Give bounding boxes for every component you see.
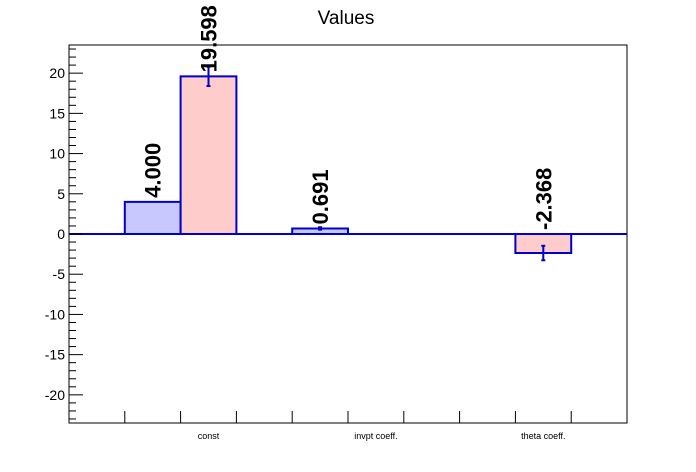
category-label: invpt coeff. [354, 431, 397, 441]
value-labels: 4.000 19.598 0.691 -2.368 [141, 5, 557, 230]
y-axis: -20 -15 -10 -5 0 5 10 15 20 [45, 48, 83, 420]
bar [292, 228, 348, 234]
y-tick-label: -20 [45, 387, 65, 403]
value-label: -2.368 [531, 168, 556, 230]
y-tick-label: -15 [45, 347, 65, 363]
y-tick-label: -5 [53, 266, 66, 282]
chart-title: Values [318, 8, 375, 29]
category-label: theta coeff. [521, 431, 565, 441]
y-tick-label: 20 [49, 65, 65, 81]
bar [515, 234, 572, 254]
value-label: 0.691 [308, 169, 333, 224]
bars [69, 65, 627, 262]
y-tick-label: 0 [57, 226, 65, 242]
y-tick-label: 10 [49, 146, 65, 162]
bar [124, 201, 181, 234]
x-axis: const invpt coeff. theta coeff. [124, 411, 572, 441]
y-tick-label: 5 [57, 186, 65, 202]
y-tick-label: 15 [49, 105, 65, 121]
bar [180, 76, 237, 234]
category-label: const [198, 431, 220, 441]
y-tick-label: -10 [45, 306, 65, 322]
value-label: 4.000 [141, 143, 166, 198]
value-label: 19.598 [197, 5, 222, 72]
